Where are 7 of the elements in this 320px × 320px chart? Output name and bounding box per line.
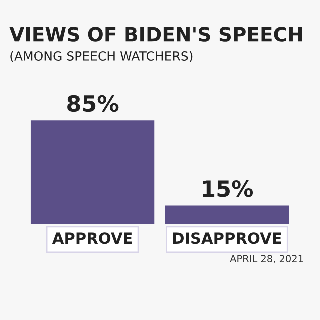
- chart-subtitle: (AMONG SPEECH WATCHERS): [10, 51, 193, 62]
- x-tick-label: DISAPPROVE: [174, 232, 282, 244]
- text: APRIL 28, 2021: [230, 255, 304, 264]
- data-label: 15%: [203, 180, 254, 198]
- x-tick-label: APPROVE: [52, 232, 132, 244]
- chart-title: VIEWS OF BIDEN'S SPEECH: [10, 27, 302, 42]
- data-label: 85%: [68, 95, 119, 112]
